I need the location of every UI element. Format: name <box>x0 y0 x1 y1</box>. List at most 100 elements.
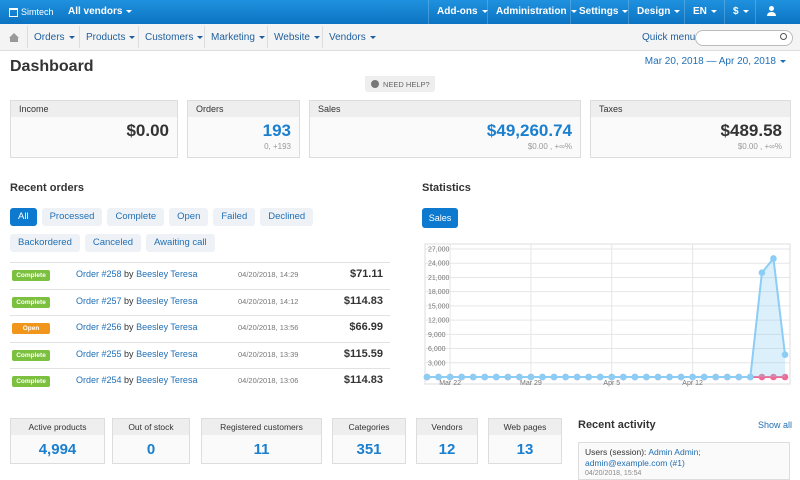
top-menu-item[interactable]: Add-ons <box>437 6 488 17</box>
data-point <box>655 374 662 381</box>
top-menu-item[interactable]: Settings <box>579 6 628 17</box>
data-point <box>493 374 500 381</box>
data-point <box>620 374 627 381</box>
summary-card: Orders1930, +193 <box>187 100 300 158</box>
counter-value[interactable]: 13 <box>489 441 561 458</box>
separator <box>628 0 629 24</box>
filter-button[interactable]: Backordered <box>10 234 80 252</box>
order-total: $71.11 <box>300 268 383 280</box>
help-text: NEED HELP? <box>383 80 430 89</box>
nav-menu-item[interactable]: Website <box>274 32 320 43</box>
activity-text: Users (session): Admin Admin; admin@exam… <box>585 447 785 469</box>
top-menu-item[interactable]: EN <box>693 6 717 17</box>
counter-card: Active products4,994 <box>10 418 105 464</box>
filter-button[interactable]: All <box>10 208 37 226</box>
order-date: 04/20/2018, 13:56 <box>238 323 298 332</box>
nav-menu-item[interactable]: Customers <box>145 32 203 43</box>
data-point <box>597 374 604 381</box>
counter-value[interactable]: 351 <box>333 441 405 458</box>
customer-link[interactable]: Beesley Teresa <box>136 375 197 385</box>
counter-value[interactable]: 0 <box>113 441 189 458</box>
data-point <box>424 374 431 381</box>
top-menu-item[interactable]: Administration <box>496 6 577 17</box>
row-divider <box>10 342 390 343</box>
counter-card: Registered customers11 <box>201 418 322 464</box>
data-point <box>505 374 512 381</box>
search-icon <box>780 33 787 40</box>
nav-menu-item[interactable]: Orders <box>34 32 75 43</box>
order-by: by <box>124 269 134 279</box>
data-point <box>435 374 442 381</box>
order-info: Order #256 by Beesley Teresa <box>76 322 197 332</box>
customer-link[interactable]: Beesley Teresa <box>136 296 197 306</box>
separator <box>724 0 725 24</box>
help-tab[interactable]: NEED HELP? <box>365 76 435 92</box>
card-value: $489.58 <box>721 121 782 141</box>
top-menu-item[interactable]: Design <box>637 6 680 17</box>
card-title: Taxes <box>599 104 623 114</box>
nav-menu-item[interactable]: Vendors <box>329 32 376 43</box>
date-range[interactable]: Mar 20, 2018 — Apr 20, 2018 <box>645 56 786 67</box>
user-head <box>769 6 774 11</box>
order-link[interactable]: Order #255 <box>76 349 122 359</box>
data-point <box>747 374 754 381</box>
nav-menu-item[interactable]: Products <box>86 32 135 43</box>
data-point <box>689 374 696 381</box>
y-tick-label: 24,000 <box>428 261 450 268</box>
show-all-link[interactable]: Show all <box>758 420 792 430</box>
data-point <box>528 374 535 381</box>
status-badge: Complete <box>12 376 50 387</box>
status-badge: Complete <box>12 297 50 308</box>
filter-button[interactable]: Awaiting call <box>146 234 215 252</box>
filter-button[interactable]: Complete <box>107 208 164 226</box>
order-info: Order #254 by Beesley Teresa <box>76 375 197 385</box>
x-tick-label: Apr 12 <box>682 380 703 387</box>
top-menu-item[interactable]: $ <box>733 6 749 17</box>
row-divider <box>10 289 390 290</box>
data-point <box>458 374 465 381</box>
quick-menu[interactable]: Quick menu <box>642 32 695 43</box>
order-total: $114.83 <box>300 374 383 386</box>
filter-button[interactable]: Processed <box>42 208 103 226</box>
brand[interactable]: Simtech <box>21 7 54 17</box>
counter-value[interactable]: 4,994 <box>11 441 104 458</box>
filter-button[interactable]: Canceled <box>85 234 141 252</box>
order-link[interactable]: Order #254 <box>76 375 122 385</box>
data-point <box>759 269 766 276</box>
filter-button[interactable]: Declined <box>260 208 313 226</box>
customer-link[interactable]: Beesley Teresa <box>136 322 197 332</box>
counter-value[interactable]: 12 <box>417 441 477 458</box>
chart-tab[interactable]: Sales <box>422 208 458 228</box>
order-date: 04/20/2018, 14:12 <box>238 297 298 306</box>
customer-link[interactable]: Beesley Teresa <box>136 349 197 359</box>
activity-label: Users (session): <box>585 447 646 457</box>
customer-link[interactable]: Beesley Teresa <box>136 269 197 279</box>
card-change: $0.00 , +∞% <box>738 142 782 151</box>
filter-button[interactable]: Open <box>169 208 208 226</box>
counter-card: Categories351 <box>332 418 406 464</box>
filter-button[interactable]: Failed <box>213 208 255 226</box>
order-link[interactable]: Order #258 <box>76 269 122 279</box>
row-divider <box>10 262 390 263</box>
y-tick-label: 3,000 <box>428 360 446 367</box>
order-date: 04/20/2018, 13:06 <box>238 376 298 385</box>
vendor-selector[interactable]: All vendors <box>68 6 132 17</box>
user-menu[interactable] <box>766 6 780 18</box>
order-info: Order #257 by Beesley Teresa <box>76 296 197 306</box>
search-input[interactable] <box>695 30 793 46</box>
order-link[interactable]: Order #257 <box>76 296 122 306</box>
summary-card: Income$0.00 <box>10 100 178 158</box>
counter-value[interactable]: 11 <box>202 441 321 458</box>
y-tick-label: 27,000 <box>428 247 450 254</box>
section-title: Recent activity <box>578 419 656 431</box>
data-point <box>562 374 569 381</box>
counter-title: Out of stock <box>113 422 189 432</box>
status-badge: Complete <box>12 350 50 361</box>
data-point <box>551 374 558 381</box>
counter-title: Vendors <box>417 422 477 432</box>
data-point <box>632 374 639 381</box>
nav-menu-item[interactable]: Marketing <box>211 32 265 43</box>
order-link[interactable]: Order #256 <box>76 322 122 332</box>
card-header <box>310 101 580 117</box>
